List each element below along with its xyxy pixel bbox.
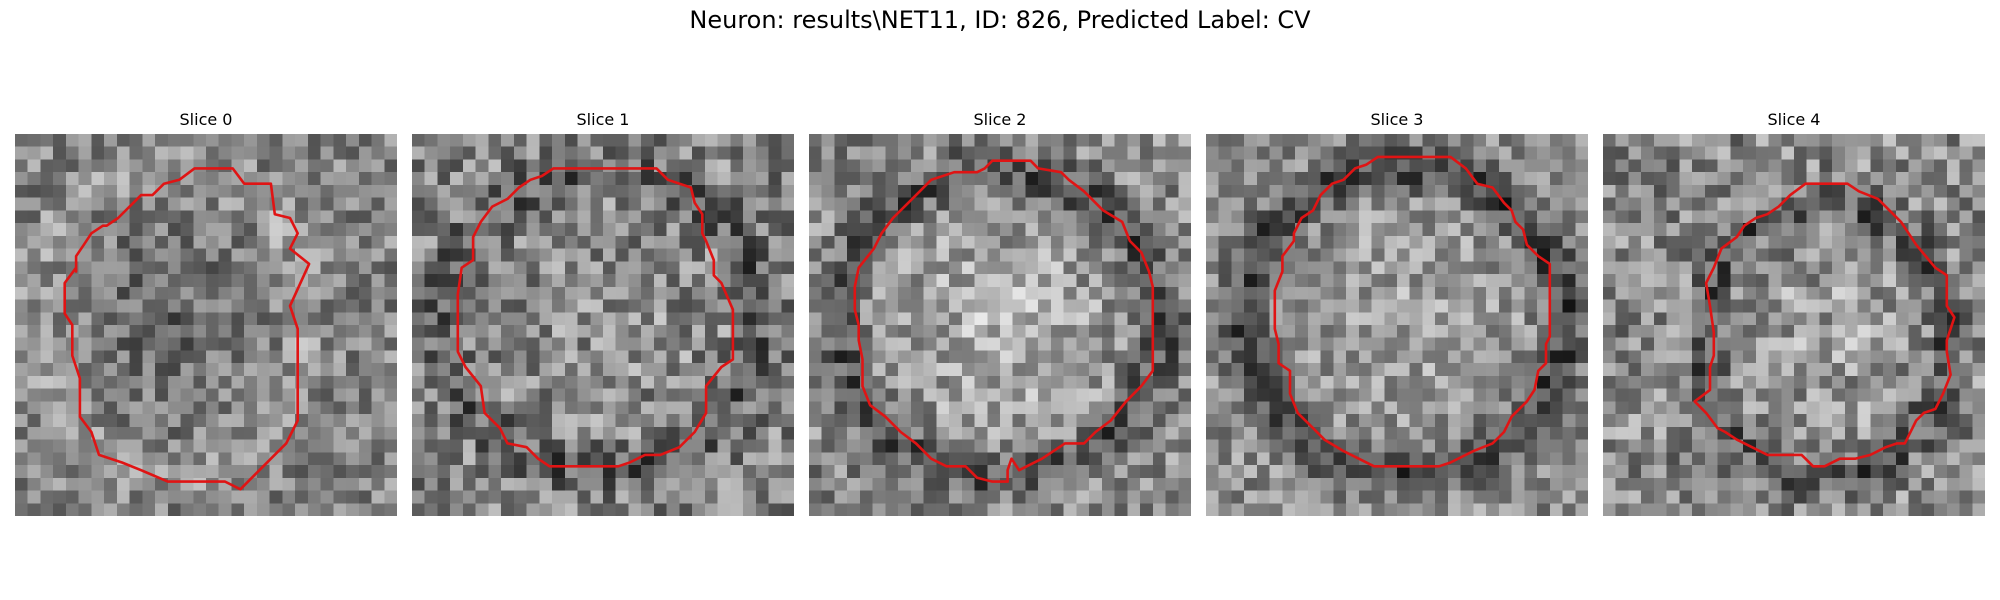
slice-contour-layer-3 <box>1273 155 1552 468</box>
slice-panel-0: Slice 0 <box>15 108 397 516</box>
contour-2 <box>853 159 1155 483</box>
slice-title-2: Slice 2 <box>973 110 1027 129</box>
slice-image-2 <box>809 134 1191 516</box>
slice-title-0: Slice 0 <box>179 110 233 129</box>
slice-contour-layer-0 <box>63 167 311 491</box>
contour-3 <box>1273 155 1552 468</box>
slice-image-1 <box>412 134 794 516</box>
contour-4 <box>1693 182 1956 468</box>
slice-panel-2: Slice 2 <box>809 108 1191 516</box>
slice-title-1: Slice 1 <box>576 110 630 129</box>
slice-panel-1: Slice 1 <box>412 108 794 516</box>
slice-image-3 <box>1206 134 1588 516</box>
slice-panel-4: Slice 4 <box>1603 108 1985 516</box>
contour-0 <box>63 167 311 491</box>
slice-panel-3: Slice 3 <box>1206 108 1588 516</box>
slice-image-4 <box>1603 134 1985 516</box>
figure-title: Neuron: results\NET11, ID: 826, Predicte… <box>689 6 1311 34</box>
slice-contour-layer-2 <box>853 159 1155 483</box>
slice-contour-layer-4 <box>1693 182 1956 468</box>
contour-1 <box>456 167 735 468</box>
slice-title-4: Slice 4 <box>1767 110 1821 129</box>
slice-title-3: Slice 3 <box>1370 110 1424 129</box>
slice-contour-layer-1 <box>456 167 735 468</box>
slice-image-0 <box>15 134 397 516</box>
